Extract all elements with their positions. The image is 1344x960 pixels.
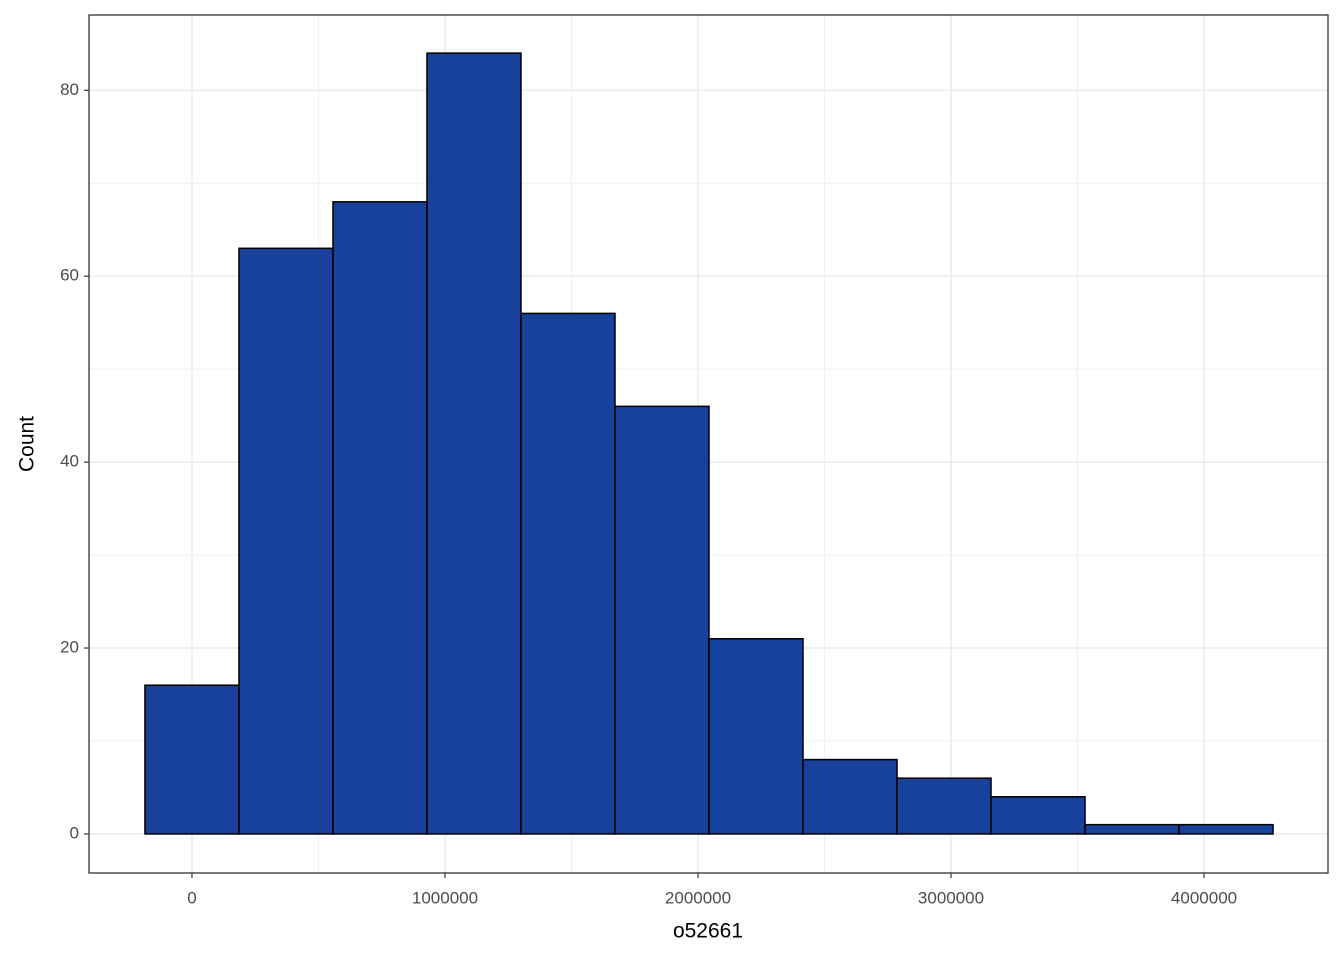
bar <box>802 758 898 835</box>
bar <box>332 201 428 835</box>
x-tick-label: 2000000 <box>665 888 731 907</box>
y-tick-label: 0 <box>70 823 79 842</box>
bar <box>708 637 804 835</box>
bar <box>990 796 1086 835</box>
x-tick-label: 1000000 <box>412 888 478 907</box>
x-tick-label: 0 <box>187 888 196 907</box>
x-axis-title: o52661 <box>673 920 743 943</box>
panel-border <box>88 14 1329 874</box>
y-tick-label: 40 <box>60 452 79 471</box>
x-tick-label: 3000000 <box>918 888 984 907</box>
y-tick-label: 60 <box>60 266 79 285</box>
y-tick-label: 20 <box>60 638 79 657</box>
bar <box>238 247 334 835</box>
y-tick-label: 80 <box>60 80 79 99</box>
y-axis-title: Count <box>16 416 39 472</box>
x-tick-label: 4000000 <box>1171 888 1237 907</box>
bar <box>426 52 522 835</box>
bar <box>896 777 992 835</box>
bar <box>1178 823 1274 835</box>
bar <box>1084 823 1180 835</box>
bar <box>520 312 616 835</box>
bar <box>614 405 710 835</box>
bar <box>144 684 240 835</box>
